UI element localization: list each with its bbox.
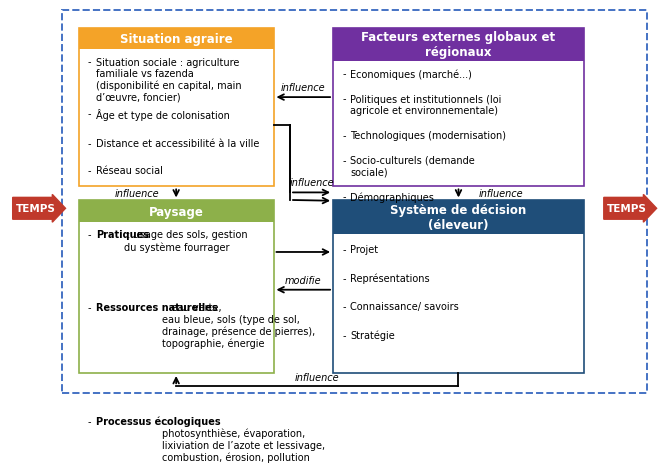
Text: Situation sociale : agriculture
familiale vs fazenda
(disponibilité en capital, : Situation sociale : agriculture familial…: [96, 57, 242, 103]
Text: TEMPS: TEMPS: [16, 204, 56, 214]
Text: modifie: modifie: [285, 275, 322, 285]
Text: Facteurs externes globaux et
régionaux: Facteurs externes globaux et régionaux: [362, 31, 555, 59]
Bar: [79, 29, 274, 50]
Text: influence: influence: [114, 189, 159, 199]
Text: Connaissance/ savoirs: Connaissance/ savoirs: [350, 301, 459, 312]
Bar: [79, 201, 274, 373]
Bar: [333, 201, 584, 235]
Text: -: -: [88, 57, 91, 68]
Text: Système de décision
(éleveur): Système de décision (éleveur): [390, 204, 527, 232]
Text: :
photosynthièse, évaporation,
lixiviation de l’azote et lessivage,
combustion, : : photosynthièse, évaporation, lixiviati…: [163, 416, 326, 462]
Text: influence: influence: [295, 373, 340, 382]
Text: influence: influence: [479, 189, 523, 199]
Bar: [79, 201, 274, 223]
Bar: [79, 29, 274, 187]
Text: Ressources naturelles: Ressources naturelles: [96, 303, 218, 313]
Text: Politiques et institutionnels (loi
agricole et environnementale): Politiques et institutionnels (loi agric…: [350, 94, 501, 116]
Text: : usage des sols, gestion
du système fourrager: : usage des sols, gestion du système fou…: [125, 230, 248, 252]
Bar: [333, 201, 584, 373]
Bar: [333, 29, 584, 62]
Text: -: -: [88, 416, 91, 426]
Text: Représentations: Représentations: [350, 273, 430, 283]
Text: Economiques (marché...): Economiques (marché...): [350, 69, 472, 80]
Text: -: -: [342, 94, 346, 104]
Text: : eau verte,
eau bleue, sols (type de sol,
drainage, présence de pierres),
topog: : eau verte, eau bleue, sols (type de so…: [163, 303, 316, 349]
Text: -: -: [88, 230, 91, 240]
Text: Stratégie: Stratégie: [350, 330, 395, 341]
Text: Âge et type de colonisation: Âge et type de colonisation: [96, 109, 230, 121]
Text: Projet: Projet: [350, 244, 378, 255]
Bar: [62, 11, 647, 393]
Text: -: -: [88, 139, 91, 149]
Text: Pratiques: Pratiques: [96, 230, 149, 240]
Text: Situation agraire: Situation agraire: [120, 33, 232, 46]
Text: -: -: [342, 273, 346, 283]
Text: -: -: [342, 131, 346, 140]
Text: -: -: [88, 303, 91, 313]
Text: -: -: [342, 69, 346, 79]
Text: Distance et accessibilité à la ville: Distance et accessibilité à la ville: [96, 139, 259, 149]
Text: -: -: [342, 330, 346, 340]
Text: -: -: [88, 109, 91, 119]
Bar: [333, 29, 584, 187]
Text: Démographiques: Démographiques: [350, 192, 434, 202]
Text: Paysage: Paysage: [149, 205, 204, 218]
Text: Technologiques (modernisation): Technologiques (modernisation): [350, 131, 506, 140]
Text: Socio-culturels (demande
sociale): Socio-culturels (demande sociale): [350, 156, 475, 177]
Text: Réseau social: Réseau social: [96, 166, 163, 175]
Text: -: -: [88, 166, 91, 175]
FancyArrow shape: [604, 195, 657, 223]
Text: TEMPS: TEMPS: [607, 204, 647, 214]
Text: -: -: [342, 301, 346, 312]
Text: -: -: [342, 192, 346, 202]
Text: -: -: [342, 244, 346, 255]
Text: Processus écologiques: Processus écologiques: [96, 416, 220, 426]
Text: influence: influence: [281, 83, 326, 93]
Text: -: -: [342, 156, 346, 165]
FancyArrow shape: [13, 195, 65, 223]
Text: influence: influence: [289, 178, 334, 188]
